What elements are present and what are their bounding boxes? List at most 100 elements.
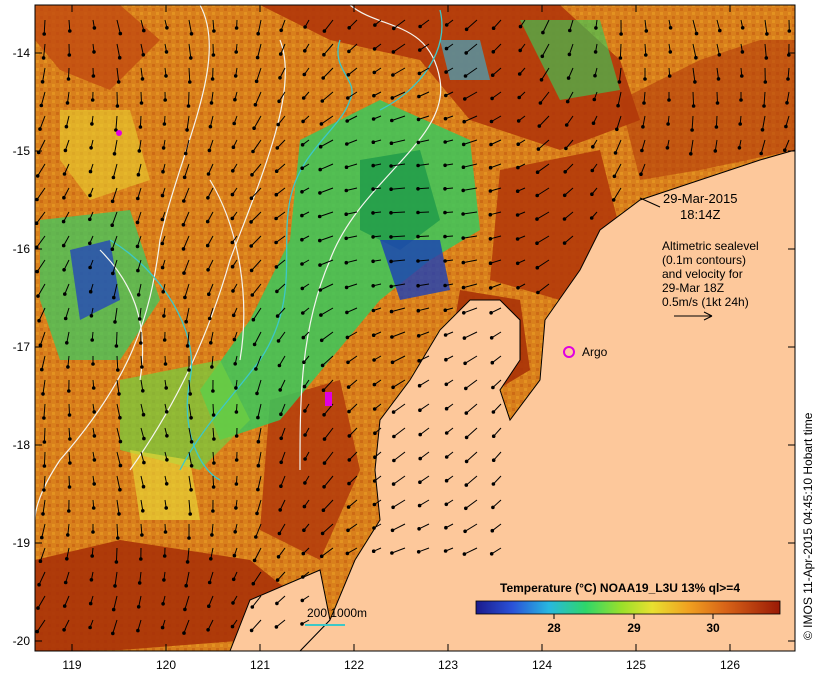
velocity-arrow bbox=[418, 91, 430, 97]
arrow-head bbox=[252, 342, 257, 347]
arrow-head bbox=[42, 440, 47, 444]
velocity-arrow bbox=[257, 451, 262, 466]
colorbar-title: Temperature (°C) NOAA19_L3U 13% ql>=4 bbox=[500, 581, 740, 595]
y-tick-label: -16 bbox=[13, 242, 31, 256]
argo-marker bbox=[563, 346, 575, 358]
arrow-head bbox=[230, 264, 235, 269]
arrow-head bbox=[92, 434, 97, 438]
arrow-head bbox=[162, 122, 167, 126]
arrow-head bbox=[565, 99, 570, 104]
arrow-head bbox=[231, 601, 235, 605]
velocity-arrow bbox=[184, 283, 190, 298]
arrow-head bbox=[392, 458, 396, 463]
arrow-head bbox=[112, 295, 116, 300]
velocity-arrow bbox=[67, 355, 70, 367]
arrow-head bbox=[321, 388, 326, 393]
velocity-arrow bbox=[207, 259, 214, 271]
velocity-arrow bbox=[140, 379, 144, 391]
velocity-arrow bbox=[42, 67, 46, 82]
velocity-arrow bbox=[490, 211, 502, 216]
arrow-head bbox=[372, 502, 377, 507]
arrow-head bbox=[212, 437, 216, 441]
arrow-head bbox=[277, 99, 281, 104]
velocity-arrow bbox=[464, 547, 478, 555]
velocity-arrow bbox=[278, 91, 286, 102]
velocity-arrow bbox=[116, 379, 120, 394]
arrow-head bbox=[516, 286, 520, 290]
velocity-legend: Altimetric sealevel (0.1m contours) and … bbox=[662, 239, 759, 321]
arrow-head bbox=[537, 124, 542, 128]
arrow-head bbox=[185, 344, 190, 348]
arrow-head bbox=[535, 170, 540, 174]
arrow-head bbox=[391, 482, 396, 486]
arrow-head bbox=[91, 506, 96, 510]
arrow-head bbox=[136, 268, 140, 273]
arrow-head bbox=[535, 217, 539, 221]
arrow-head bbox=[693, 80, 697, 84]
arrow-head bbox=[67, 389, 71, 393]
arrow-head bbox=[255, 55, 260, 60]
velocity-arrow bbox=[137, 163, 142, 175]
velocity-arrow bbox=[391, 307, 406, 313]
arrow-head bbox=[390, 360, 395, 365]
velocity-arrow bbox=[463, 187, 478, 191]
arrow-head bbox=[515, 261, 520, 266]
arrow-head bbox=[92, 26, 97, 30]
arrow-head bbox=[518, 24, 523, 29]
velocity-arrow bbox=[616, 115, 622, 130]
velocity-arrow bbox=[114, 571, 118, 586]
arrow-head bbox=[249, 628, 254, 633]
arrow-head bbox=[207, 316, 212, 321]
velocity-arrow bbox=[320, 139, 334, 148]
arrow-head bbox=[40, 80, 45, 84]
arrow-head bbox=[536, 290, 540, 295]
arrow-head bbox=[563, 170, 568, 174]
arrow-head bbox=[278, 388, 283, 392]
arrow-head bbox=[345, 142, 349, 146]
arrow-head bbox=[300, 237, 304, 242]
arrow-head bbox=[211, 389, 215, 393]
velocity-arrow bbox=[182, 211, 190, 226]
arrow-head bbox=[42, 32, 47, 36]
arrow-head bbox=[461, 285, 466, 290]
velocity-arrow bbox=[276, 139, 286, 149]
arrow-head bbox=[234, 386, 238, 390]
velocity-arrow bbox=[324, 451, 334, 464]
arrow-head bbox=[207, 580, 212, 585]
arrow-head bbox=[464, 459, 469, 464]
arrow-head bbox=[347, 458, 352, 462]
velocity-arrow bbox=[490, 235, 502, 240]
velocity-arrow bbox=[275, 211, 286, 219]
velocity-arrow bbox=[493, 19, 502, 29]
velocity-arrow bbox=[346, 259, 358, 264]
arrow-head bbox=[444, 455, 449, 459]
arrow-head bbox=[34, 245, 39, 250]
arrow-head bbox=[491, 434, 496, 439]
velocity-arrow bbox=[276, 163, 286, 172]
arrow-head bbox=[416, 550, 421, 554]
arrow-head bbox=[40, 535, 44, 540]
x-tick-label: 119 bbox=[62, 658, 81, 672]
arrow-head bbox=[275, 314, 280, 318]
arrow-head bbox=[464, 506, 468, 511]
arrow-head bbox=[91, 386, 96, 390]
arrow-head bbox=[210, 77, 215, 81]
velocity-arrow bbox=[419, 499, 430, 507]
velocity-arrow bbox=[280, 427, 286, 439]
arrow-head bbox=[234, 434, 239, 438]
arrow-head bbox=[612, 174, 617, 179]
arrow-head bbox=[347, 49, 351, 54]
arrow-head bbox=[416, 234, 420, 239]
arrow-head bbox=[188, 80, 192, 84]
arrow-head bbox=[206, 268, 210, 272]
arrow-head bbox=[188, 512, 192, 516]
velocity-arrow bbox=[465, 43, 478, 54]
velocity-arrow bbox=[390, 211, 406, 214]
velocity-arrow bbox=[463, 139, 478, 145]
velocity-arrow bbox=[210, 547, 214, 559]
arrow-head bbox=[162, 314, 166, 318]
velocity-arrow bbox=[212, 427, 215, 440]
arrow-head bbox=[141, 412, 146, 417]
arrow-head bbox=[163, 530, 168, 534]
velocity-arrow bbox=[692, 19, 697, 34]
